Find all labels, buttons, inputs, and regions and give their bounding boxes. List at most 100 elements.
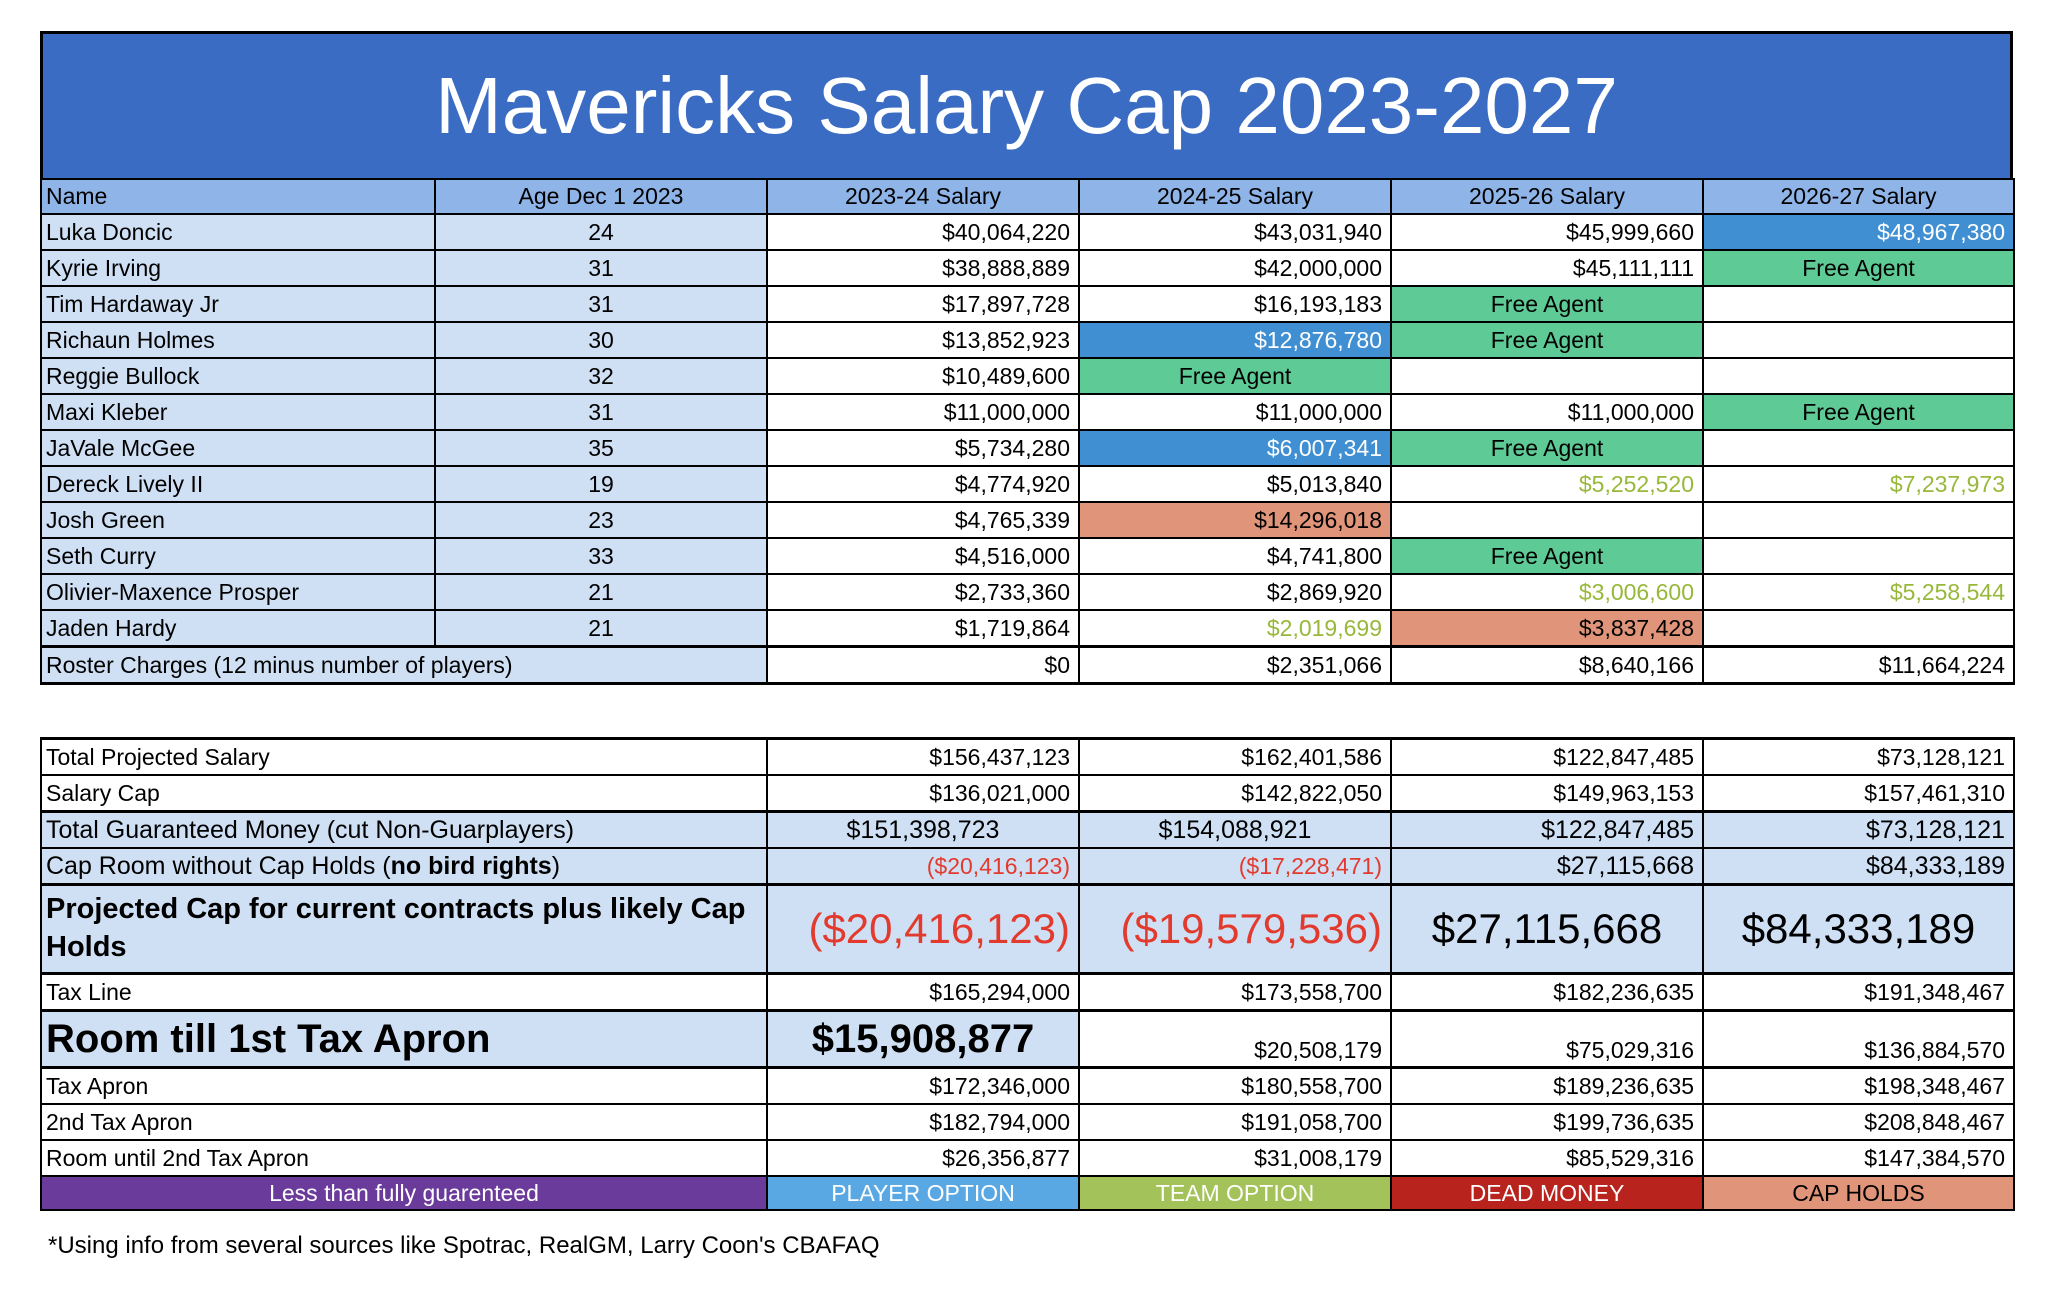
salary-cell: $5,258,544 <box>1702 573 2015 611</box>
salary-cell: $5,013,840 <box>1078 465 1392 503</box>
value-cell: ($17,228,471) <box>1078 847 1392 886</box>
row-label: Salary Cap <box>40 774 768 813</box>
salary-cell <box>1702 357 2015 395</box>
value-cell: ($20,416,123) <box>766 847 1080 886</box>
salary-cell: $3,006,600 <box>1390 573 1704 611</box>
row-label: Total Projected Salary <box>40 737 768 776</box>
value-cell: $198,348,467 <box>1702 1066 2015 1105</box>
value-cell: ($19,579,536) <box>1078 883 1392 975</box>
salary-cell: $14,296,018 <box>1078 501 1392 539</box>
salary-cell: Free Agent <box>1702 249 2015 287</box>
salary-cell <box>1390 357 1704 395</box>
roster-charges-label: Roster Charges (12 minus number of playe… <box>40 645 768 685</box>
value-cell: $165,294,000 <box>766 972 1080 1012</box>
salary-cell: $10,489,600 <box>766 357 1080 395</box>
player-name: Richaun Holmes <box>40 321 436 359</box>
value-cell: $182,236,635 <box>1390 972 1704 1012</box>
value-cell: $84,333,189 <box>1702 883 2015 975</box>
value-cell: $156,437,123 <box>766 737 1080 776</box>
salary-cell <box>1390 501 1704 539</box>
row-label: Total Guaranteed Money (cut Non-Guarplay… <box>40 810 768 849</box>
row-label: Room until 2nd Tax Apron <box>40 1139 768 1177</box>
value-cell: $85,529,316 <box>1390 1139 1704 1177</box>
header-name: Name <box>40 178 436 215</box>
player-age: 32 <box>434 357 768 395</box>
legend-dead-money: DEAD MONEY <box>1390 1175 1704 1211</box>
player-name: Luka Doncic <box>40 213 436 251</box>
row-label: Cap Room without Cap Holds (no bird righ… <box>40 847 768 886</box>
salary-cell: $4,774,920 <box>766 465 1080 503</box>
value-cell: $142,822,050 <box>1078 774 1392 813</box>
salary-cell: $13,852,923 <box>766 321 1080 359</box>
value-cell: $136,021,000 <box>766 774 1080 813</box>
roster-charge-cell: $11,664,224 <box>1702 645 2015 685</box>
salary-cell: $45,111,111 <box>1390 249 1704 287</box>
player-row: Olivier-Maxence Prosper 21 $2,733,360 $2,86… <box>40 573 2015 611</box>
player-name: Jaden Hardy <box>40 609 436 648</box>
value-cell: $122,847,485 <box>1390 737 1704 776</box>
player-age: 21 <box>434 573 768 611</box>
salary-cell: Free Agent <box>1078 357 1392 395</box>
room-apron1-row: Room till 1st Tax Apron $15,908,877 $20,… <box>40 1009 2015 1069</box>
salary-cell <box>1702 537 2015 575</box>
player-row: JaVale McGee 35 $5,734,280 $6,007,341 Free A… <box>40 429 2015 467</box>
salary-cell <box>1702 429 2015 467</box>
salary-cell: $4,765,339 <box>766 501 1080 539</box>
salary-cap-row: Salary Cap $136,021,000 $142,822,050 $14… <box>40 774 2015 813</box>
legend-cap-holds: CAP HOLDS <box>1702 1175 2015 1211</box>
salary-cell: $7,237,973 <box>1702 465 2015 503</box>
row-label: Tax Line <box>40 972 768 1012</box>
value-cell: ($20,416,123) <box>766 883 1080 975</box>
roster-charges-row: Roster Charges (12 minus number of playe… <box>40 645 2015 685</box>
value-cell: $180,558,700 <box>1078 1066 1392 1105</box>
salary-cell: $16,193,183 <box>1078 285 1392 323</box>
value-cell: $122,847,485 <box>1390 810 1704 849</box>
salary-cell: $48,967,380 <box>1702 213 2015 251</box>
player-name: Seth Curry <box>40 537 436 575</box>
player-row: Reggie Bullock 32 $10,489,600 Free Agent <box>40 357 2015 395</box>
apron2-row: 2nd Tax Apron $182,794,000 $191,058,700 … <box>40 1103 2015 1141</box>
value-cell: $162,401,586 <box>1078 737 1392 776</box>
salary-cell: $5,252,520 <box>1390 465 1704 503</box>
header-2023-24: 2023-24 Salary <box>766 178 1080 215</box>
value-cell: $15,908,877 <box>766 1009 1080 1069</box>
player-name: Josh Green <box>40 501 436 539</box>
salary-cell: $42,000,000 <box>1078 249 1392 287</box>
value-cell: $27,115,668 <box>1390 883 1704 975</box>
roster-charge-cell: $0 <box>766 645 1080 685</box>
projected-cap-row: Projected Cap for current contracts plus… <box>40 883 2015 975</box>
value-cell: $208,848,467 <box>1702 1103 2015 1141</box>
header-2024-25: 2024-25 Salary <box>1078 178 1392 215</box>
player-age: 21 <box>434 609 768 648</box>
salary-cell: $1,719,864 <box>766 609 1080 648</box>
salary-cell: Free Agent <box>1390 537 1704 575</box>
legend-row: Less than fully guarenteed PLAYER OPTION… <box>40 1175 2015 1211</box>
salary-cell: $4,741,800 <box>1078 537 1392 575</box>
cap-room-row: Cap Room without Cap Holds (no bird righ… <box>40 847 2015 886</box>
roster-charge-cell: $2,351,066 <box>1078 645 1392 685</box>
salary-cell: $11,000,000 <box>1390 393 1704 431</box>
header-row: Name Age Dec 1 2023 2023-24 Salary 2024-… <box>40 178 2015 215</box>
player-row: Richaun Holmes 30 $13,852,923 $12,876,780 Fr… <box>40 321 2015 359</box>
player-age: 24 <box>434 213 768 251</box>
player-name: Kyrie Irving <box>40 249 436 287</box>
row-label: 2nd Tax Apron <box>40 1103 768 1141</box>
salary-cell: $11,000,000 <box>1078 393 1392 431</box>
total-projected-row: Total Projected Salary $156,437,123 $162… <box>40 737 2015 776</box>
player-name: Olivier-Maxence Prosper <box>40 573 436 611</box>
value-cell: $151,398,723 <box>766 810 1080 849</box>
header-age: Age Dec 1 2023 <box>434 178 768 215</box>
player-age: 33 <box>434 537 768 575</box>
value-cell: $157,461,310 <box>1702 774 2015 813</box>
player-name: Dereck Lively II <box>40 465 436 503</box>
player-row: Maxi Kleber 31 $11,000,000 $11,000,000 $11,0… <box>40 393 2015 431</box>
sheet-title: Mavericks Salary Cap 2023-2027 <box>435 61 1618 150</box>
player-row: Josh Green 23 $4,765,339 $14,296,018 <box>40 501 2015 539</box>
player-age: 31 <box>434 249 768 287</box>
value-cell: $73,128,121 <box>1702 737 2015 776</box>
salary-cell: $38,888,889 <box>766 249 1080 287</box>
salary-cell: $17,897,728 <box>766 285 1080 323</box>
player-age: 31 <box>434 393 768 431</box>
salary-cell <box>1702 501 2015 539</box>
value-cell: $191,058,700 <box>1078 1103 1392 1141</box>
